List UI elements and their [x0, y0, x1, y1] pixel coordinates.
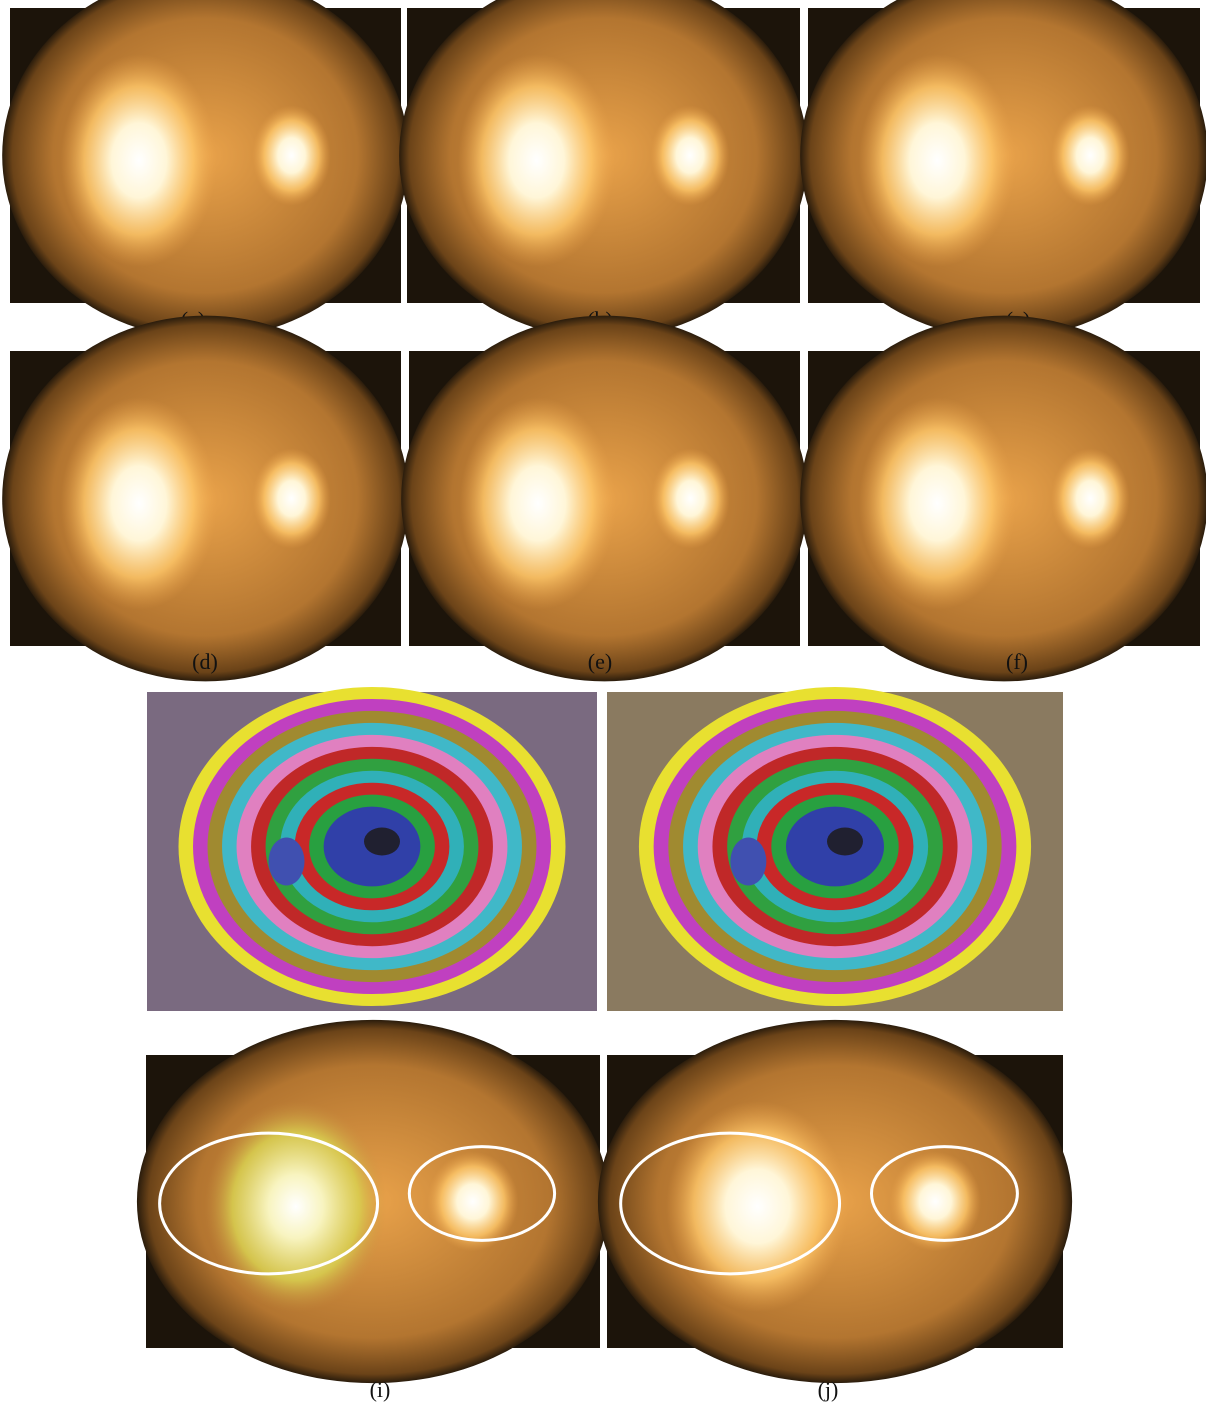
panel-label: (e)	[588, 649, 612, 674]
glow-small	[1051, 448, 1129, 548]
glow-small	[651, 105, 730, 205]
glow-large	[859, 54, 1016, 266]
glow-large	[61, 54, 217, 266]
glow-small	[252, 448, 330, 548]
panel-label: (i)	[370, 1377, 391, 1402]
panel-label: (f)	[1006, 649, 1028, 674]
glow-large	[205, 1101, 387, 1312]
glow-large	[458, 54, 615, 266]
glow-large	[61, 397, 217, 609]
glow-large	[666, 1101, 848, 1312]
figure: (a)(b)(c)(d)(e)(f)(g)(h)(i)(j)	[0, 0, 1206, 1406]
glow-large	[460, 397, 616, 609]
small-spot	[730, 838, 766, 886]
core	[364, 828, 400, 856]
panel-label: (j)	[818, 1377, 839, 1402]
glow-small	[651, 448, 729, 548]
small-spot	[269, 838, 305, 886]
panel-label: (d)	[192, 649, 218, 674]
core	[827, 828, 863, 856]
glow-small	[1051, 105, 1129, 205]
glow-small	[427, 1152, 518, 1252]
glow-small	[890, 1152, 981, 1252]
glow-large	[859, 397, 1016, 609]
glow-small	[252, 105, 330, 205]
